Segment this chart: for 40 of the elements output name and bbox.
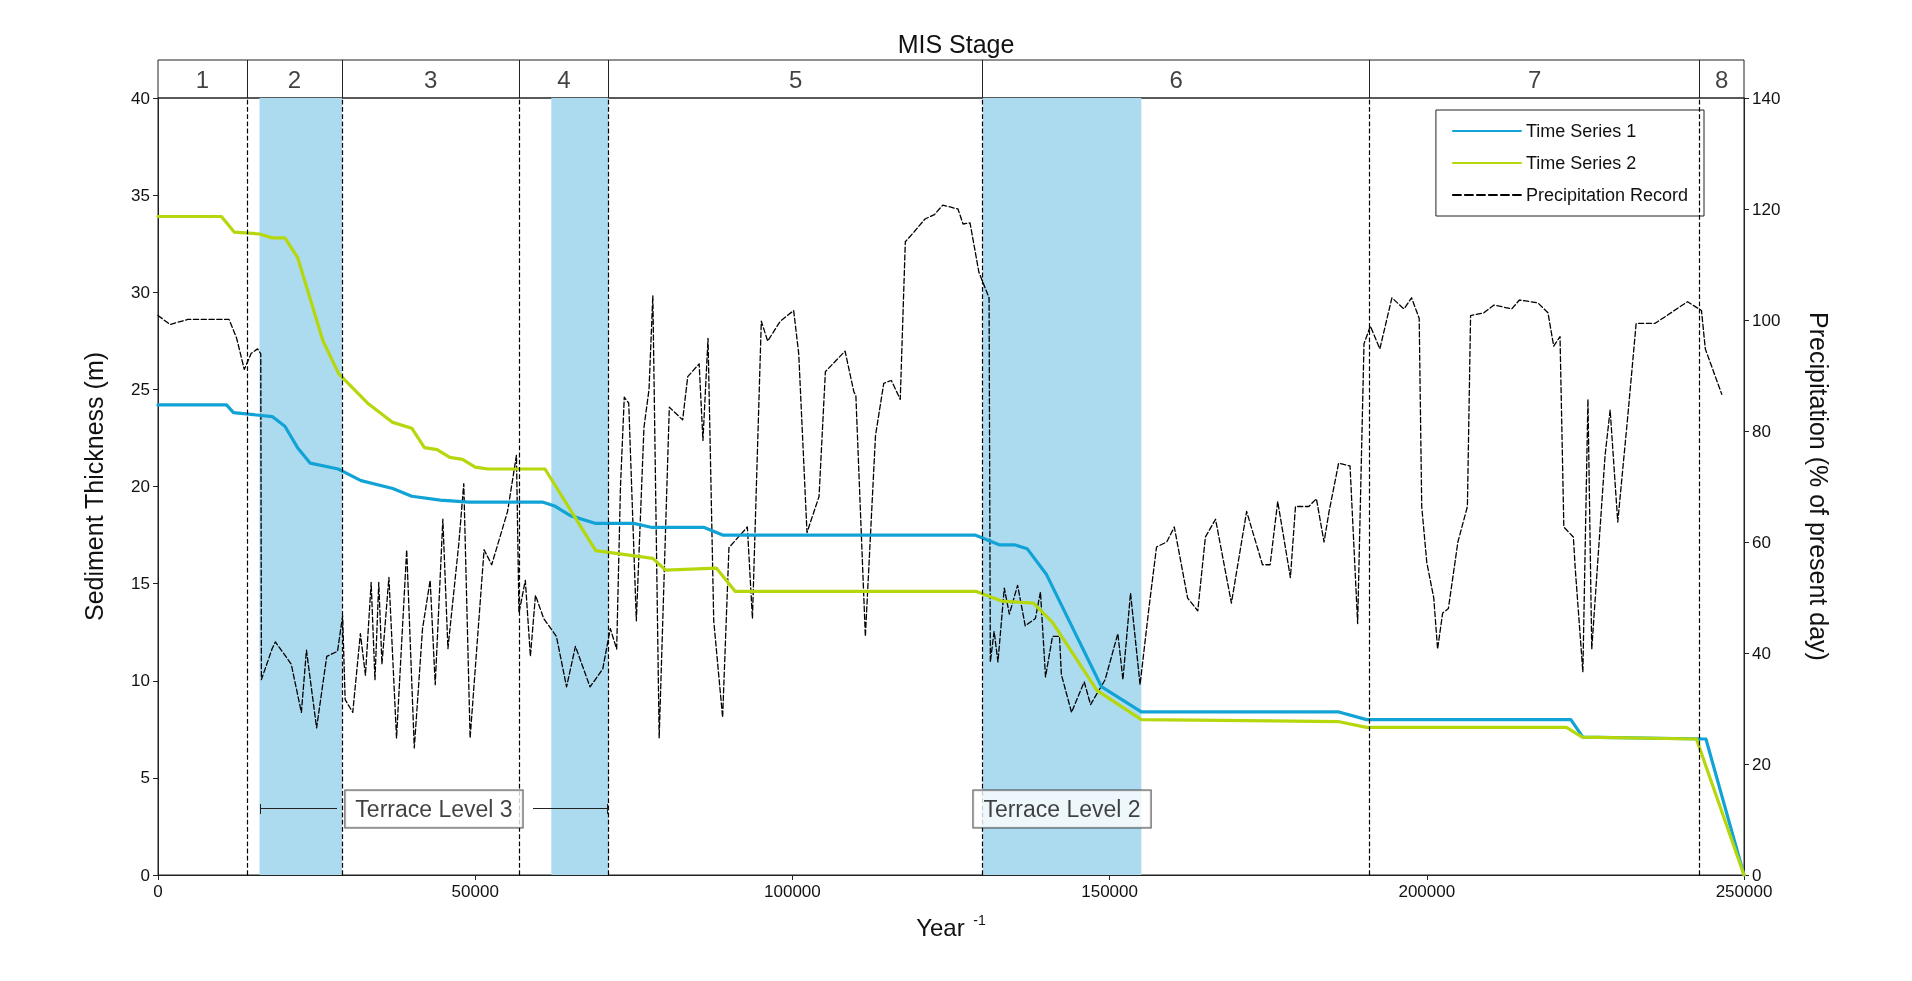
annotation: Terrace Level 2 [983, 795, 1141, 822]
legend-label: Time Series 2 [1525, 153, 1637, 173]
y-tick-label: 35 [131, 185, 150, 205]
x-tick-label: 250000 [1715, 882, 1773, 901]
y2-tick-label: 100 [1752, 310, 1781, 330]
y-tick-label: 40 [131, 88, 150, 108]
y2-tick-label: 80 [1752, 421, 1771, 441]
annotation: Terrace Level 3 [355, 795, 513, 822]
chart-title: MIS Stage [897, 29, 1015, 58]
y-tick-label: 30 [131, 282, 150, 302]
text: 6 [1169, 65, 1183, 93]
x-tick-label: 0 [153, 882, 163, 901]
y2-axis-title: Precipitation (% of present day) [1804, 312, 1833, 661]
x-tick-label: 50000 [451, 882, 499, 901]
y2-tick-label: 60 [1752, 532, 1771, 552]
y-axis-title: Sediment Thickness (m) [79, 351, 108, 622]
x-axis-title: Year -1 [916, 912, 987, 941]
y-tick-label: 20 [131, 477, 150, 496]
y2-tick-label: 140 [1752, 88, 1781, 108]
text: 2 [287, 65, 302, 93]
y2-tick-label: 20 [1752, 754, 1771, 774]
y-tick-label: 15 [131, 574, 150, 594]
y2-tick-label: 40 [1752, 643, 1771, 663]
y-tick-label: 25 [131, 379, 150, 399]
text: 5 [788, 65, 803, 93]
y2-tick-label: 0 [1752, 865, 1762, 885]
text: 1 [195, 65, 210, 93]
text: 4 [557, 65, 571, 93]
y-tick-label: 0 [140, 865, 150, 885]
y-tick-label: 10 [131, 671, 150, 691]
text: 8 [1715, 65, 1729, 93]
y2-tick-label: 120 [1752, 199, 1781, 219]
y-tick-label: 5 [140, 768, 150, 788]
legend-label: Precipitation Record [1525, 185, 1689, 205]
legend-label: Time Series 1 [1525, 121, 1637, 141]
x-tick-label: 150000 [1081, 882, 1138, 901]
x-tick-label: 200000 [1398, 882, 1456, 901]
text: 3 [424, 65, 438, 93]
x-tick-label: 100000 [764, 882, 821, 901]
text: 7 [1527, 65, 1542, 93]
